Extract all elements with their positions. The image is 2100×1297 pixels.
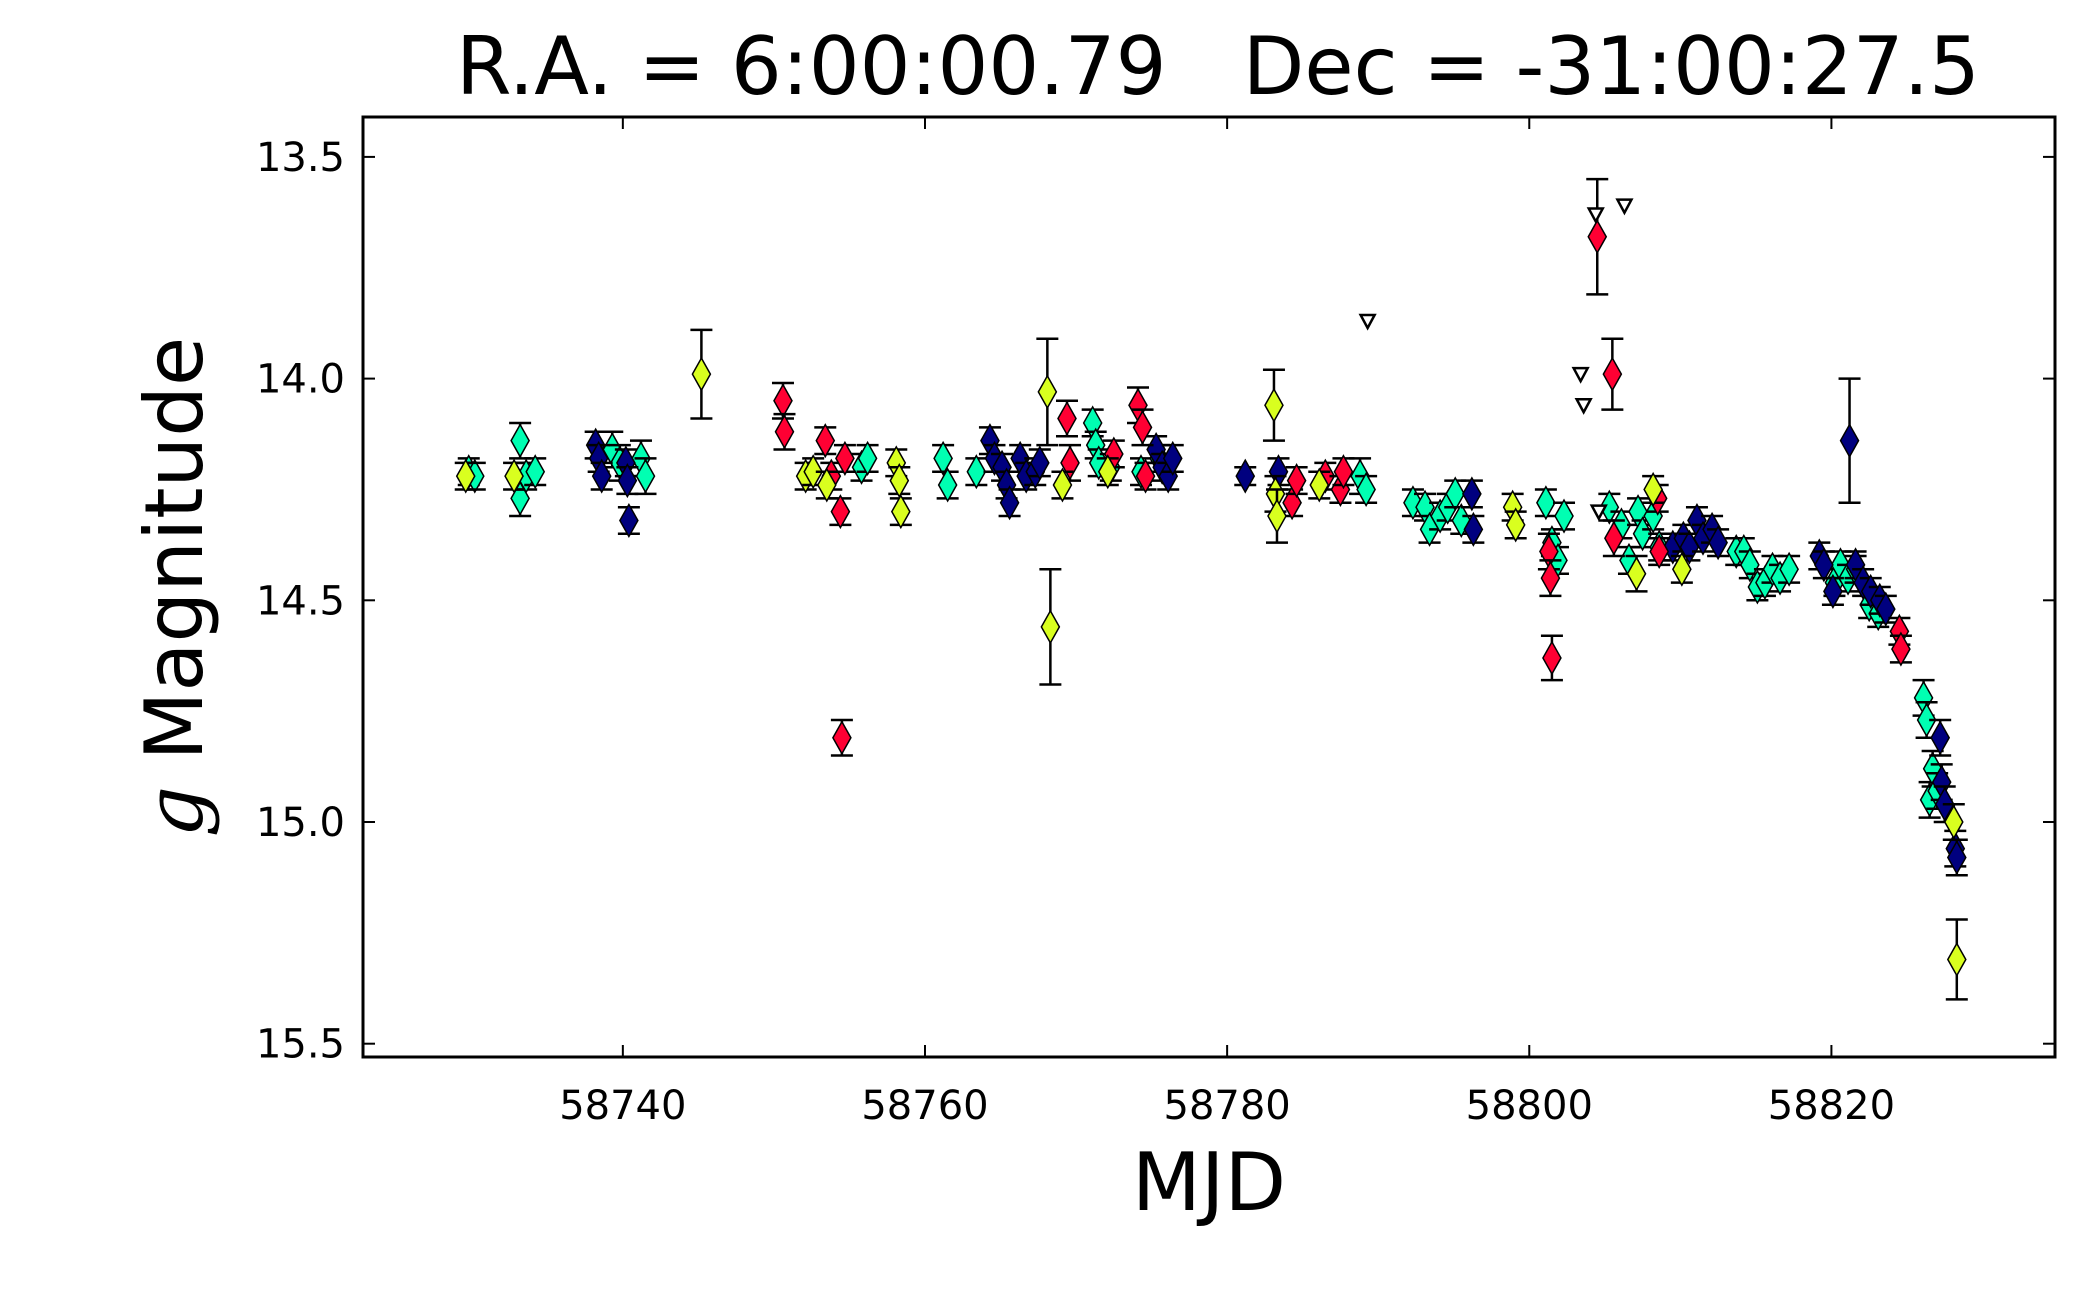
x-tick-label: 58820 [1768, 1083, 1895, 1129]
data-point [774, 414, 795, 450]
data-point [1356, 471, 1376, 507]
data-point [1542, 640, 1562, 676]
data-point [999, 485, 1020, 521]
data-point [1309, 467, 1330, 503]
data-point [937, 467, 958, 503]
y-tick-label: 14.5 [256, 578, 345, 624]
data-point [1463, 511, 1484, 547]
data-point [1135, 458, 1156, 494]
data-point [815, 423, 836, 459]
data-point [1587, 219, 1608, 255]
data-point [1554, 498, 1574, 534]
data-point [933, 440, 953, 476]
x-tick-label: 58760 [861, 1083, 988, 1129]
data-point [1823, 573, 1843, 609]
upper-limit-point [1574, 397, 1593, 415]
data-point [635, 458, 656, 494]
data-point [1235, 458, 1256, 494]
data-point [504, 458, 524, 494]
data-point [455, 458, 476, 494]
data-point [1536, 485, 1556, 521]
y-tick-label: 13.5 [256, 135, 345, 181]
data-point [1540, 560, 1561, 596]
data-point [835, 440, 855, 476]
y-axis-label-italic: g [128, 786, 221, 837]
data-point [1462, 476, 1482, 512]
data-point [1671, 551, 1692, 587]
data-point [1029, 445, 1050, 481]
data-point [1097, 454, 1118, 490]
data-point [1037, 374, 1058, 410]
series-3 [454, 328, 1968, 1001]
data-point [857, 440, 878, 476]
data-point [1779, 551, 1799, 587]
x-axis-label: MJD [1132, 1136, 1286, 1229]
upper-limit-point [1358, 313, 1377, 331]
data-point [1505, 507, 1526, 543]
x-tick-label: 58780 [1164, 1083, 1291, 1129]
y-tick-label: 15.5 [256, 1022, 345, 1068]
data-point [966, 454, 987, 490]
data-point [773, 383, 793, 419]
data-point [591, 458, 612, 494]
data-point [1162, 440, 1183, 476]
data-point [510, 423, 530, 459]
data-point [1604, 520, 1624, 556]
series-2 [771, 177, 1912, 757]
data-point [1916, 702, 1937, 738]
data-point [832, 720, 852, 756]
data-point [1649, 533, 1670, 570]
chart-title: R.A. = 6:00:00.79 Dec = -31:00:27.5 [456, 20, 1980, 113]
y-tick-label: 14.0 [256, 357, 345, 403]
upper-limit-point [1589, 504, 1608, 522]
data-points [454, 177, 1968, 1001]
upper-limit-point [1571, 366, 1590, 384]
plot-area [361, 115, 2057, 1059]
data-point [1599, 489, 1620, 525]
data-point [816, 467, 837, 503]
data-point [1333, 454, 1354, 490]
y-axis-ticks: 13.5 14.0 14.5 15.0 15.5 [256, 135, 2055, 1068]
data-point [1052, 467, 1073, 503]
data-point [1602, 356, 1623, 392]
series-0 [457, 405, 1949, 819]
series-1 [584, 377, 1968, 877]
data-point [1814, 547, 1834, 583]
data-point [1286, 463, 1307, 499]
data-point [1708, 525, 1728, 561]
data-point [1839, 423, 1860, 459]
x-tick-label: 58800 [1466, 1083, 1593, 1129]
data-point [1267, 498, 1287, 534]
data-point [1891, 631, 1911, 667]
y-tick-label: 15.0 [256, 800, 345, 846]
data-point [1057, 400, 1077, 437]
y-axis-label-text: Magnitude [128, 337, 221, 786]
data-point [1946, 839, 1967, 876]
x-tick-label: 58740 [559, 1083, 686, 1129]
data-point [1643, 471, 1664, 507]
data-point [619, 502, 639, 539]
x-axis-ticks: 58740 58760 58780 58800 58820 [559, 117, 1895, 1129]
series-4 [1358, 198, 1634, 522]
data-point [1946, 941, 1967, 977]
data-point [890, 494, 911, 530]
upper-limit-point [1615, 198, 1634, 216]
upper-limit-point [1586, 207, 1605, 225]
data-point [1930, 720, 1951, 756]
data-point [691, 356, 712, 392]
y-axis-label: g Magnitude [128, 337, 221, 837]
data-point [803, 454, 824, 490]
data-point [1132, 409, 1153, 445]
data-point [1445, 476, 1466, 512]
data-point [889, 463, 910, 499]
data-point [1040, 609, 1061, 645]
data-point [1626, 556, 1647, 592]
data-point [525, 454, 546, 490]
data-point [1943, 804, 1964, 840]
data-point [617, 463, 638, 499]
data-point [830, 494, 851, 530]
data-point [1264, 387, 1284, 423]
